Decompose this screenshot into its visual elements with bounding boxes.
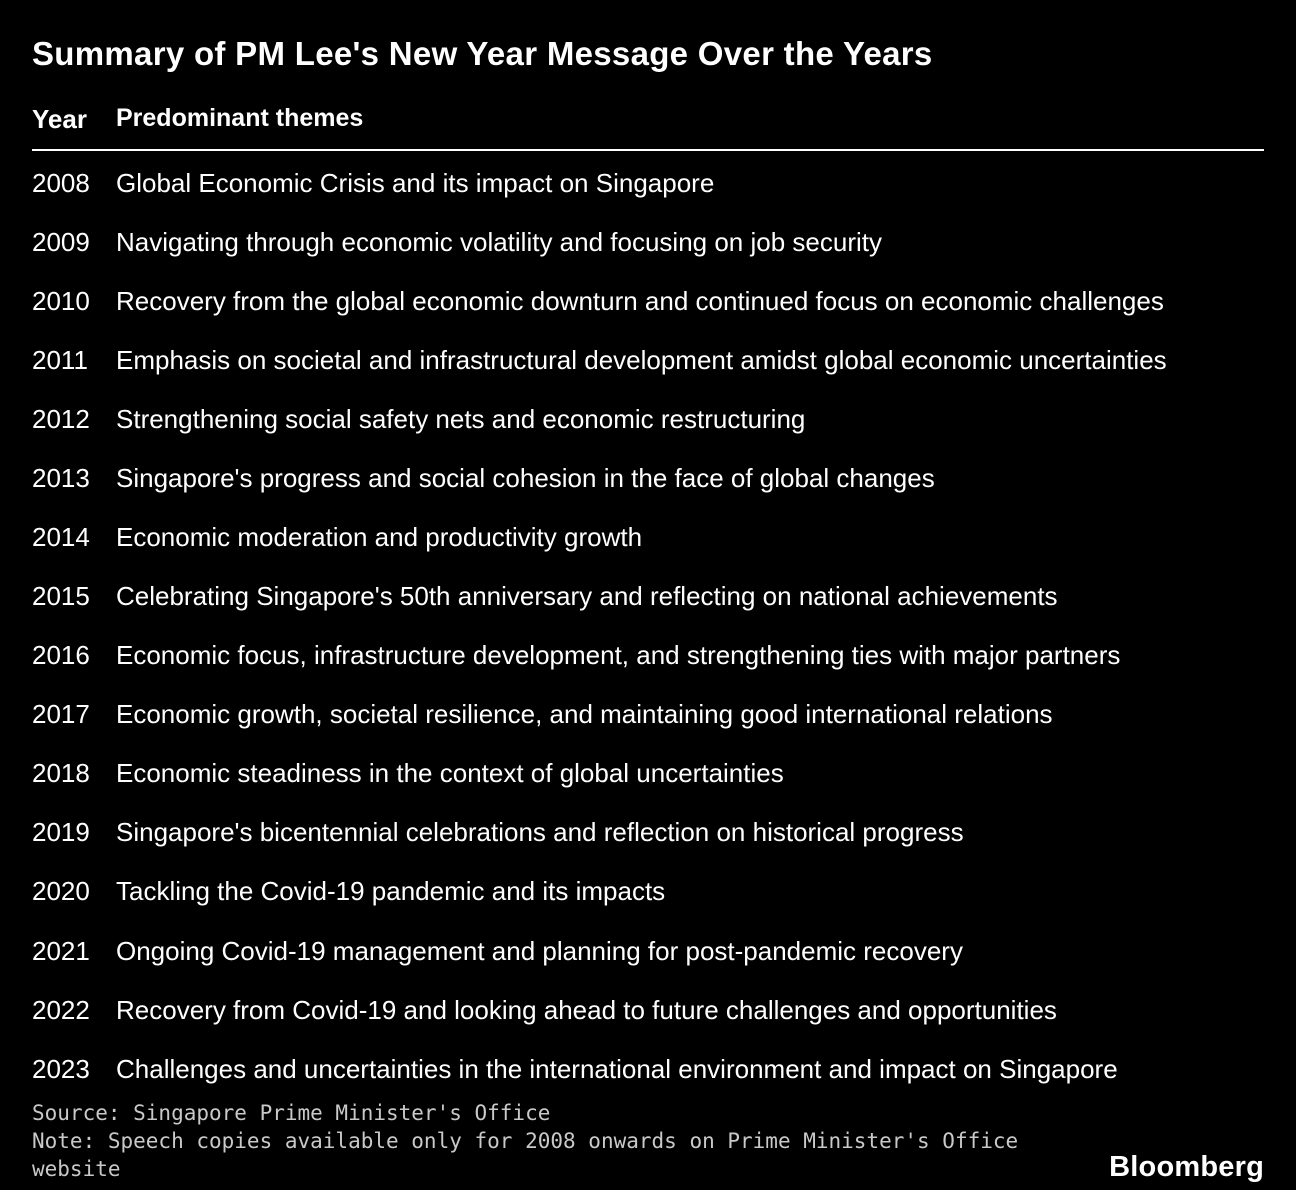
theme-cell: Navigating through economic volatility a… <box>116 227 882 258</box>
theme-cell: Recovery from Covid-19 and looking ahead… <box>116 994 1057 1025</box>
year-cell: 2016 <box>32 640 90 671</box>
table-row: 2014 Economic moderation and productivity… <box>32 508 1264 567</box>
theme-cell: Challenges and uncertainties in the inte… <box>116 1053 1118 1084</box>
table-row: 2023 Challenges and uncertainties in the … <box>32 1040 1264 1099</box>
year-cell: 2013 <box>32 463 90 494</box>
theme-cell: Strengthening social safety nets and eco… <box>116 404 806 435</box>
year-cell: 2022 <box>32 994 90 1025</box>
theme-cell: Tackling the Covid-19 pandemic and its i… <box>116 876 666 907</box>
bloomberg-logo: Bloomberg <box>1109 1150 1264 1183</box>
header-themes: Predominant themes <box>116 104 364 133</box>
table-row: 2019 Singapore's bicentennial celebration… <box>32 803 1264 862</box>
theme-cell: Emphasis on societal and infrastructural… <box>116 345 1167 376</box>
year-cell: 2017 <box>32 699 90 730</box>
theme-cell: Celebrating Singapore's 50th anniversary… <box>116 581 1058 612</box>
table-row: 2021 Ongoing Covid-19 management and plan… <box>32 922 1264 981</box>
table-row: 2016 Economic focus, infrastructure devel… <box>32 626 1264 685</box>
year-cell: 2014 <box>32 522 90 553</box>
table-row: 2008 Global Economic Crisis and its impac… <box>32 151 1264 213</box>
theme-cell: Ongoing Covid-19 management and planning… <box>116 935 963 966</box>
header-year: Year <box>32 104 87 135</box>
page-title: Summary of PM Lee's New Year Message Ove… <box>32 35 933 72</box>
footer-text: Source: Singapore Prime Minister's Offic… <box>32 1099 1052 1184</box>
note-text: Note: Speech copies available only for 2… <box>32 1128 1019 1182</box>
year-cell: 2009 <box>32 227 90 258</box>
year-cell: 2008 <box>32 168 90 199</box>
table-row: 2011 Emphasis on societal and infrastruct… <box>32 331 1264 390</box>
themes-table: Year Predominant themes 2008 Global Econo… <box>32 104 1264 1098</box>
theme-cell: Singapore's bicentennial celebrations an… <box>116 817 964 848</box>
table-row: 2020 Tackling the Covid-19 pandemic and i… <box>32 862 1264 921</box>
year-cell: 2018 <box>32 758 90 789</box>
theme-cell: Recovery from the global economic downtu… <box>116 286 1164 317</box>
theme-cell: Economic moderation and productivity gro… <box>116 522 643 553</box>
table-row: 2018 Economic steadiness in the context o… <box>32 744 1264 803</box>
theme-cell: Economic steadiness in the context of gl… <box>116 758 784 789</box>
table-row: 2022 Recovery from Covid-19 and looking a… <box>32 981 1264 1040</box>
source-text: Source: Singapore Prime Minister's Offic… <box>32 1100 551 1125</box>
table-row: 2013 Singapore's progress and social cohe… <box>32 449 1264 508</box>
table-body: 2008 Global Economic Crisis and its impac… <box>32 151 1264 1098</box>
year-cell: 2023 <box>32 1053 90 1084</box>
table-header: Year Predominant themes <box>32 104 1264 152</box>
year-cell: 2020 <box>32 876 90 907</box>
table-row: 2010 Recovery from the global economic do… <box>32 272 1264 331</box>
theme-cell: Economic growth, societal resilience, an… <box>116 699 1053 730</box>
theme-cell: Global Economic Crisis and its impact on… <box>116 168 715 199</box>
year-cell: 2015 <box>32 581 90 612</box>
year-cell: 2011 <box>32 345 88 376</box>
table-row: 2015 Celebrating Singapore's 50th anniver… <box>32 567 1264 626</box>
year-cell: 2021 <box>32 935 90 966</box>
year-cell: 2010 <box>32 286 90 317</box>
table-row: 2012 Strengthening social safety nets and… <box>32 390 1264 449</box>
year-cell: 2019 <box>32 817 90 848</box>
theme-cell: Economic focus, infrastructure developme… <box>116 640 1121 671</box>
footer: Source: Singapore Prime Minister's Offic… <box>32 1099 1264 1190</box>
table-row: 2017 Economic growth, societal resilience… <box>32 685 1264 744</box>
table-row: 2009 Navigating through economic volatili… <box>32 213 1264 272</box>
theme-cell: Singapore's progress and social cohesion… <box>116 463 935 494</box>
year-cell: 2012 <box>32 404 90 435</box>
